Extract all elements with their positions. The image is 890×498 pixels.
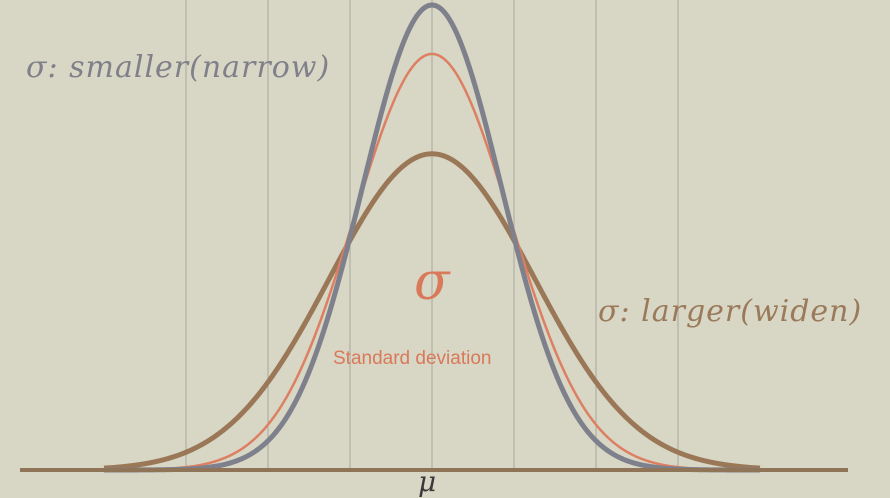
distribution-curves xyxy=(103,2,761,473)
narrow-curve xyxy=(103,2,761,473)
sigma-symbol: σ xyxy=(414,252,450,312)
mean-symbol: μ xyxy=(418,465,437,498)
medium-curve xyxy=(104,52,760,472)
narrow-curve-label: σ: smaller(narrow) xyxy=(26,50,331,85)
wide-curve-label: σ: larger(widen) xyxy=(598,294,863,329)
standard-deviation-caption: Standard deviation xyxy=(333,348,492,369)
wide-curve xyxy=(103,151,761,471)
